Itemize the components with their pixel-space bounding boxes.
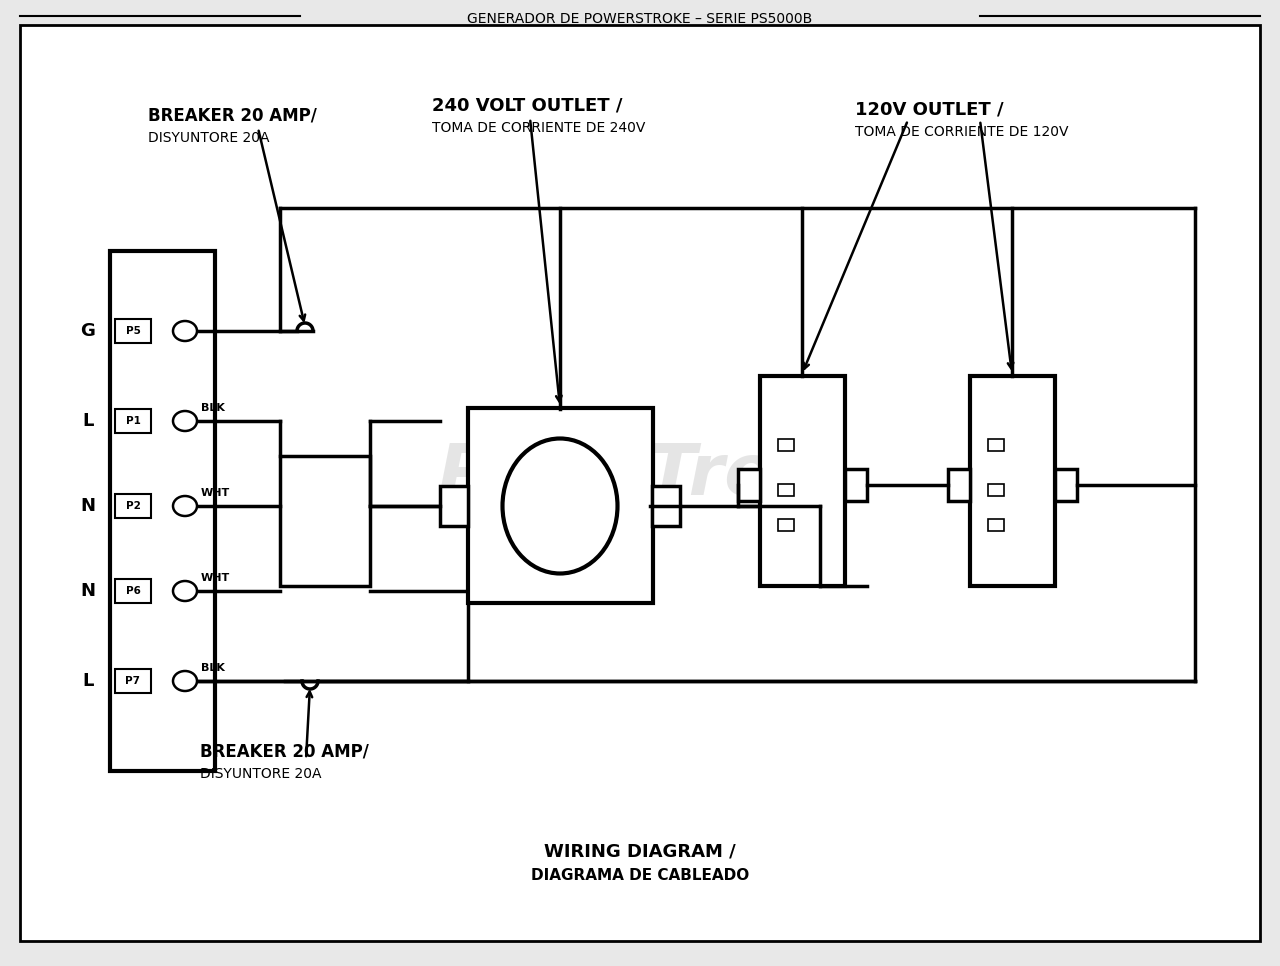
Bar (970, 376, 1055, 586)
Bar (115, 579, 151, 603)
Text: WHT: WHT (201, 488, 230, 498)
Bar (1055, 469, 1076, 501)
Bar (778, 484, 794, 496)
Text: P5: P5 (125, 326, 141, 336)
Text: L: L (82, 672, 93, 690)
Text: P2: P2 (125, 501, 141, 511)
Bar (280, 456, 370, 586)
Bar (760, 376, 845, 586)
Text: DIAGRAMA DE CABLEADO: DIAGRAMA DE CABLEADO (531, 868, 749, 884)
Ellipse shape (173, 671, 197, 691)
Text: BREAKER 20 AMP/: BREAKER 20 AMP/ (200, 742, 369, 760)
Bar (115, 669, 151, 693)
Text: P7: P7 (125, 676, 141, 686)
Bar (948, 469, 970, 501)
Text: BREAKER 20 AMP/: BREAKER 20 AMP/ (148, 107, 317, 125)
Bar (110, 251, 215, 771)
Ellipse shape (173, 321, 197, 341)
Bar (115, 494, 151, 518)
Ellipse shape (173, 581, 197, 601)
Text: DISYUNTORE 20A: DISYUNTORE 20A (148, 131, 270, 145)
Bar (988, 484, 1004, 496)
Ellipse shape (173, 496, 197, 516)
Bar (440, 486, 468, 526)
Bar (778, 439, 794, 451)
Bar (468, 408, 653, 603)
Ellipse shape (173, 411, 197, 431)
Text: L: L (82, 412, 93, 430)
Text: DISYUNTORE 20A: DISYUNTORE 20A (200, 767, 321, 781)
Bar (739, 469, 760, 501)
Text: BLK: BLK (201, 663, 225, 673)
Text: N: N (81, 497, 96, 515)
Ellipse shape (503, 439, 617, 574)
Text: 240 VOLT OUTLET /: 240 VOLT OUTLET / (433, 97, 622, 115)
Bar (115, 319, 151, 343)
Text: PartsTree: PartsTree (438, 441, 823, 510)
Bar (845, 469, 867, 501)
Text: 120V OUTLET /: 120V OUTLET / (855, 101, 1004, 119)
Text: BLK: BLK (201, 403, 225, 413)
Text: G: G (81, 322, 96, 340)
Bar (988, 439, 1004, 451)
Text: TOMA DE CORRIENTE DE 120V: TOMA DE CORRIENTE DE 120V (855, 125, 1069, 139)
Text: P1: P1 (125, 416, 141, 426)
Bar (778, 519, 794, 531)
Bar (988, 519, 1004, 531)
Bar (652, 486, 680, 526)
Text: TOMA DE CORRIENTE DE 240V: TOMA DE CORRIENTE DE 240V (433, 121, 645, 135)
Text: WIRING DIAGRAM /: WIRING DIAGRAM / (544, 842, 736, 860)
Text: GENERADOR DE POWERSTROKE – SERIE PS5000B: GENERADOR DE POWERSTROKE – SERIE PS5000B (467, 12, 813, 26)
Text: WHT: WHT (201, 573, 230, 583)
Bar (115, 409, 151, 433)
Text: N: N (81, 582, 96, 600)
Text: P6: P6 (125, 586, 141, 596)
